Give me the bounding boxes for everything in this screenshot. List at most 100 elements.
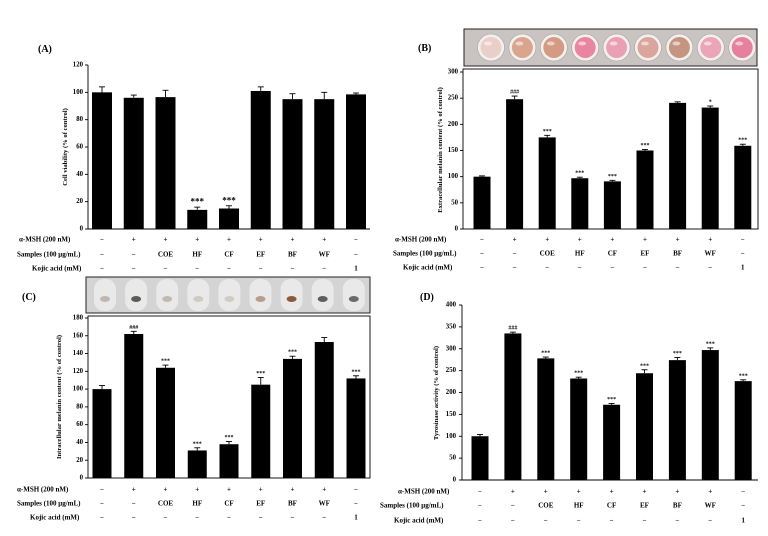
condition-value: + xyxy=(578,236,582,244)
significance-marker-2: ### xyxy=(508,326,517,332)
bar-6 xyxy=(636,373,653,480)
condition-value: + xyxy=(322,236,326,244)
pellet xyxy=(162,296,173,302)
y-tick-label: 60 xyxy=(76,144,83,151)
condition-value: WF xyxy=(319,500,330,508)
condition-value: + xyxy=(259,486,263,494)
condition-value: HF xyxy=(574,502,584,510)
condition-value: − xyxy=(259,265,263,273)
bar-6 xyxy=(250,90,271,229)
well-2 xyxy=(508,33,537,62)
condition-row-label: α-MSH (200 nM) xyxy=(17,486,69,494)
error-bar-1 xyxy=(99,86,105,93)
significance-marker-6: *** xyxy=(640,363,649,369)
condition-value: − xyxy=(511,502,515,510)
condition-value: CF xyxy=(224,251,233,259)
condition-value: − xyxy=(511,517,515,525)
significance-marker-4: *** xyxy=(193,441,202,447)
condition-value: 1 xyxy=(354,514,358,522)
bar-7 xyxy=(283,358,302,478)
significance-marker-8: * xyxy=(709,100,712,106)
bar-9 xyxy=(734,145,752,229)
panel-b: (B) 0 50 100 150 200 250 300 Extracellular melan… xyxy=(393,28,759,272)
y-tick-label: 400 xyxy=(446,302,457,309)
condition-value: + xyxy=(227,236,231,244)
bar-8 xyxy=(314,342,334,478)
condition-value: − xyxy=(100,486,104,494)
bar-9 xyxy=(734,381,752,480)
error-bar-5 xyxy=(608,402,615,405)
condition-row-label: Kojic acid (mM) xyxy=(394,517,444,525)
condition-value: EF xyxy=(640,502,649,510)
condition-value: COE xyxy=(540,250,556,258)
error-bar-5 xyxy=(226,205,232,209)
condition-value: − xyxy=(480,236,484,244)
panel-a: (A) 0 20 40 60 80 100 120 Cell viability (% of c… xyxy=(17,44,370,273)
condition-value: EF xyxy=(641,250,650,258)
y-tick-label: 40 xyxy=(76,439,83,446)
condition-value: − xyxy=(291,514,295,522)
well-4 xyxy=(571,33,600,62)
condition-value: + xyxy=(291,486,295,494)
y-tick-label: 100 xyxy=(73,89,84,96)
error-bar-9 xyxy=(353,375,359,379)
y-tick-label: 250 xyxy=(446,367,457,374)
error-bar-7 xyxy=(674,101,681,103)
condition-value: − xyxy=(545,264,549,272)
error-bar-6 xyxy=(257,86,264,91)
condition-value: − xyxy=(195,265,199,273)
condition-value: − xyxy=(741,236,745,244)
condition-value: − xyxy=(100,514,104,522)
error-bar-8 xyxy=(707,105,714,108)
tube-6 xyxy=(249,279,272,311)
bar-5 xyxy=(219,208,239,229)
bar-7 xyxy=(669,102,687,229)
cell-pellet-photo xyxy=(85,276,371,314)
condition-value: − xyxy=(741,502,745,510)
bar-7 xyxy=(668,360,686,480)
error-bar-1 xyxy=(479,175,485,177)
condition-value: − xyxy=(480,264,484,272)
well-7 xyxy=(665,33,694,62)
error-bar-9 xyxy=(739,143,746,146)
condition-value: − xyxy=(480,250,484,258)
condition-value: − xyxy=(259,514,263,522)
bar-1 xyxy=(473,176,491,229)
condition-value: − xyxy=(741,488,745,496)
condition-value: − xyxy=(478,502,482,510)
condition-value: − xyxy=(164,265,168,273)
well-plate-photo xyxy=(463,28,758,67)
bar-3 xyxy=(156,367,175,478)
bar-5 xyxy=(603,181,621,229)
error-bar-1 xyxy=(477,434,483,437)
error-bar-8 xyxy=(321,337,328,342)
condition-value: + xyxy=(291,236,295,244)
condition-value: + xyxy=(132,236,136,244)
condition-value: − xyxy=(100,265,104,273)
bar-9 xyxy=(346,378,366,478)
condition-row-label: Kojic acid (mM) xyxy=(30,514,80,522)
condition-value: + xyxy=(643,488,647,496)
condition-value: + xyxy=(675,488,679,496)
condition-value: + xyxy=(132,486,136,494)
y-tick-label: 100 xyxy=(446,433,457,440)
condition-value: BF xyxy=(673,250,682,258)
condition-value: + xyxy=(545,236,549,244)
y-axis-title: Tyrosinase activity (% of control) xyxy=(433,346,440,440)
condition-value: EF xyxy=(256,251,265,259)
condition-value: + xyxy=(610,236,614,244)
y-tick-label: 250 xyxy=(448,95,459,102)
y-tick-label: 160 xyxy=(73,332,84,339)
error-bar-4 xyxy=(194,447,201,451)
pellet xyxy=(348,296,359,302)
error-bar-6 xyxy=(641,369,648,374)
condition-value: − xyxy=(676,264,680,272)
error-bar-9 xyxy=(740,379,747,382)
tube-3 xyxy=(156,279,179,311)
condition-value: − xyxy=(577,517,581,525)
condition-value: − xyxy=(354,251,358,259)
error-bar-6 xyxy=(642,149,648,151)
significance-marker-9: *** xyxy=(352,369,361,375)
y-tick-label: 0 xyxy=(80,226,84,233)
condition-value: COE xyxy=(158,500,174,508)
